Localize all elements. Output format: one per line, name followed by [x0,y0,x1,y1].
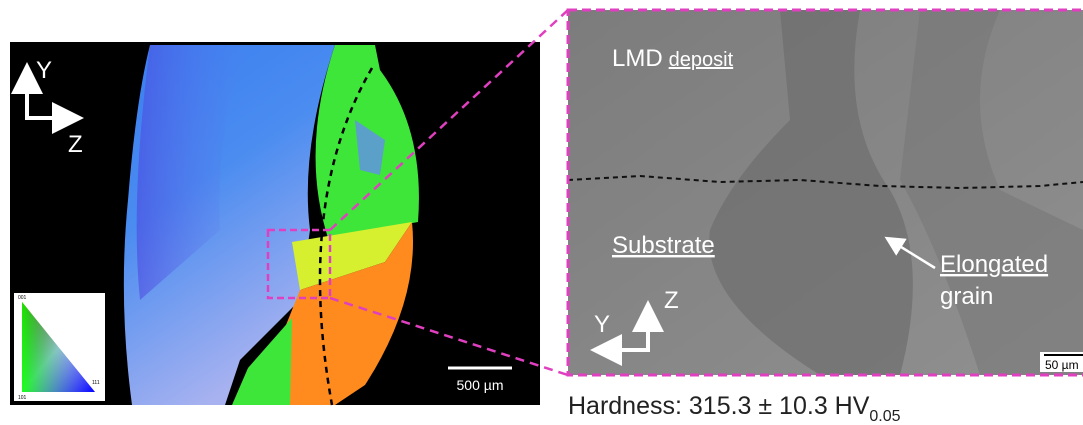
axis-label: Y [594,311,610,338]
region-label-sub: deposit [669,49,734,71]
scale-label: 500 µm [457,377,504,393]
ipf-label: 101 [18,395,27,401]
annotation: Elongated [940,251,1048,278]
region-label: LMD deposit [612,45,734,72]
ebsd-map: Y Z 001 101 111 500 µm [10,42,540,405]
caption: Hardness: 315.3 ± 10.3 HV0.05 [568,392,901,425]
region-label: Substrate [612,232,715,259]
annotation: grain [940,283,993,310]
axis-label: Z [68,131,83,158]
region-label-main: LMD [612,45,663,72]
page: {"left_panel": {"axis_y": "Y", "axis_z":… [0,0,1083,425]
scale-label: 50 µm [1045,358,1079,372]
sem-image: LMD deposit Substrate Elongated grain Z Y… [568,10,1083,375]
caption-subscript: 0.05 [869,408,900,425]
ipf-label: 111 [92,380,100,386]
axis-label: Y [36,57,52,84]
caption-text: Hardness: 315.3 ± 10.3 HV [568,392,870,420]
ipf-label: 001 [18,295,27,301]
figure: Y Z 001 101 111 500 µm LMD deposit Substr… [0,0,1083,425]
axis-label: Z [664,287,679,314]
